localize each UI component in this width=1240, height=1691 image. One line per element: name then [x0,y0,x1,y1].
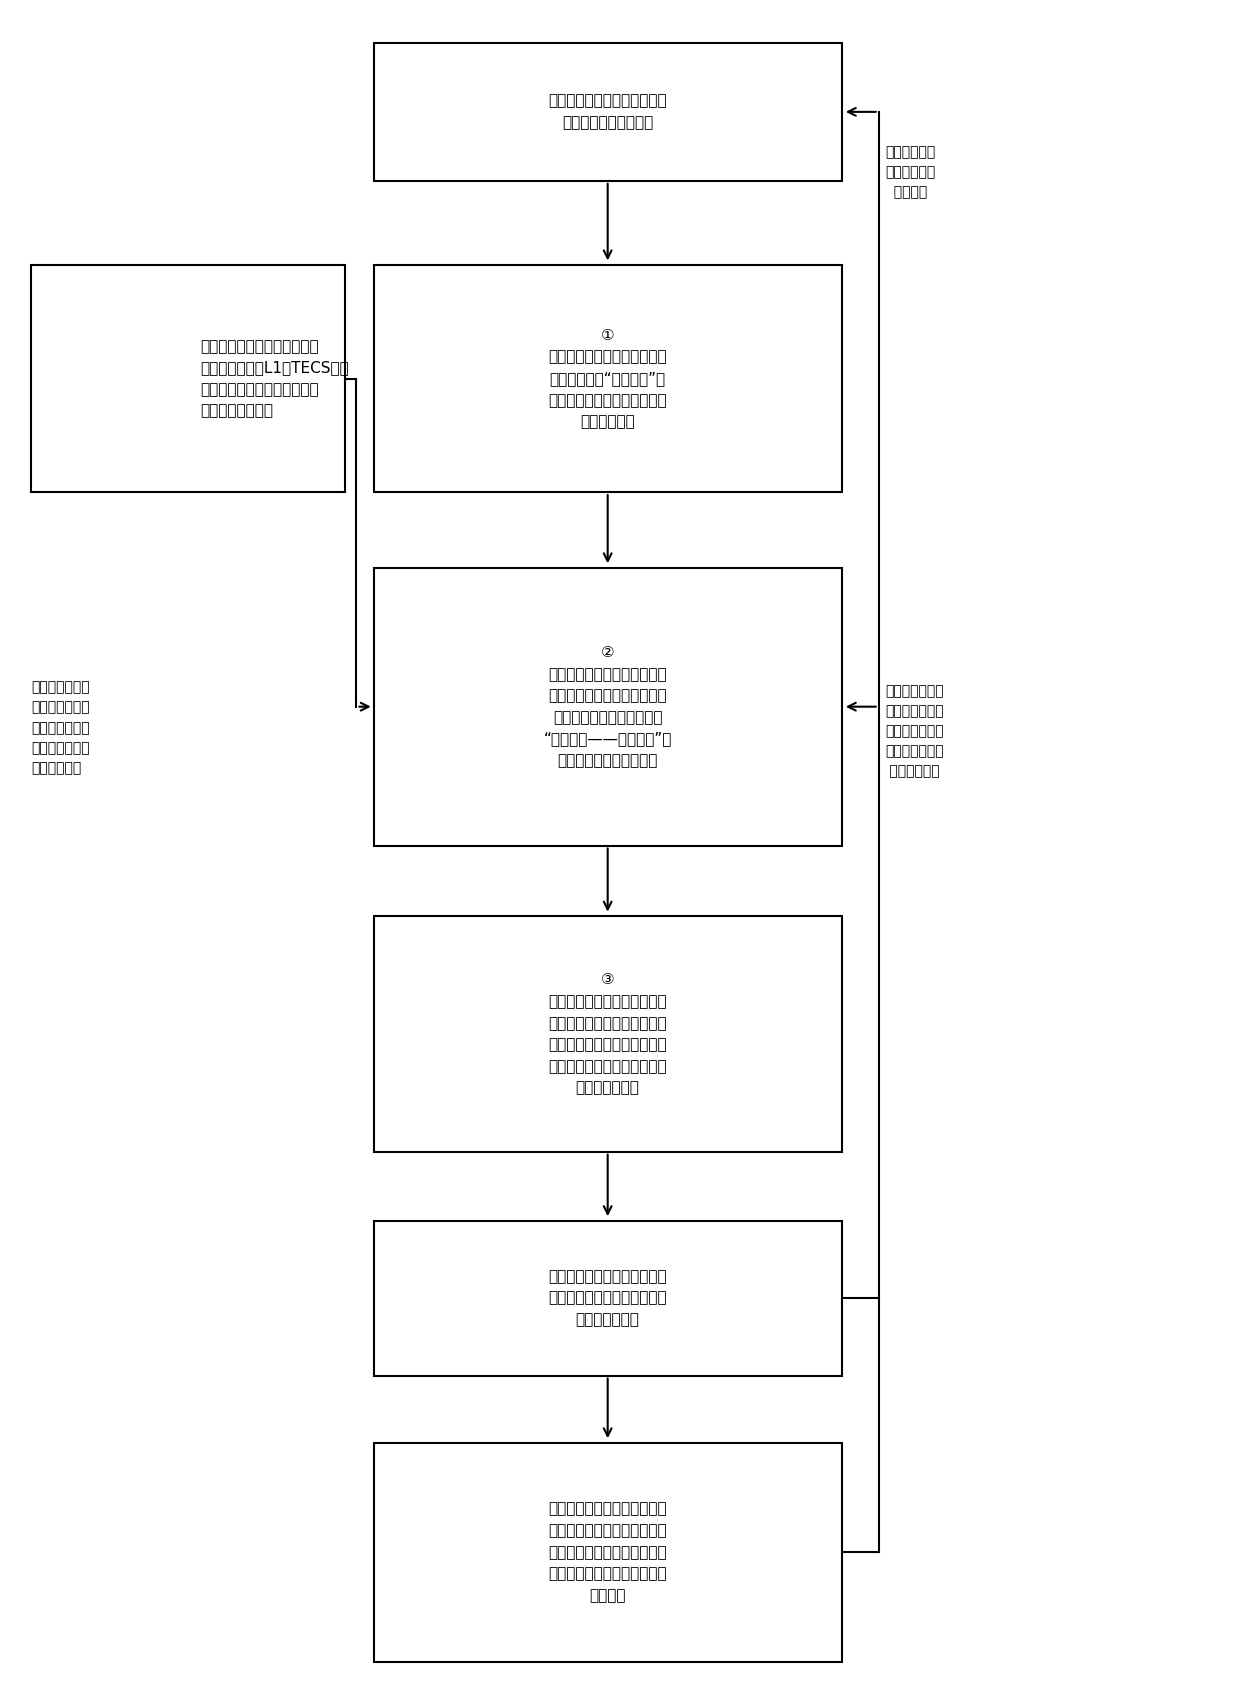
Text: 操纵飞手：操纵手自身对飞机
的期望速度和姿态要求: 操纵飞手：操纵手自身对飞机 的期望速度和姿态要求 [548,93,667,130]
Text: ②
控制律和飞控程序：飞控代码
根据得到的姿态设定值，通过
姿态控制律进行解算，得到
“全动平尾——动力差动”式
的飞机的执行机构控制量: ② 控制律和飞控程序：飞控代码 根据得到的姿态设定值，通过 姿态控制律进行解算，… [543,646,672,768]
Text: ③
全动平尾和飞机两侧动力：控
制量以电信号的方式给到飞机
两侧动力系统的电机和全动平
尾的舐机，使执行机构作动到
指定控制量处。: ③ 全动平尾和飞机两侧动力：控 制量以电信号的方式给到飞机 两侧动力系统的电机和… [548,972,667,1096]
FancyBboxPatch shape [373,265,842,492]
Text: 操纵飞手获取
飞机的位置和
  姿态信息: 操纵飞手获取 飞机的位置和 姿态信息 [885,145,935,200]
Text: 任务要求和飞控程序：由任务
或航点信息通过L1和TECS等位
置控制算法解算得到飞机的姿
态和油门设定值。: 任务要求和飞控程序：由任务 或航点信息通过L1和TECS等位 置控制算法解算得到… [201,338,350,418]
Text: 姿态控制律使用
传感器和滤波算
法解算得到的姿
态角度值和角速
 度值参与计算: 姿态控制律使用 传感器和滤波算 法解算得到的姿 态角度值和角速 度值参与计算 [885,683,944,778]
FancyBboxPatch shape [373,1221,842,1375]
Text: ①
遥控器和飞控程序：拨动遥控
器杆位，根据“稳定飞行”式
的飞行模式算法产生飞机姿态
和油门设定值: ① 遥控器和飞控程序：拨动遥控 器杆位，根据“稳定飞行”式 的飞行模式算法产生飞… [548,328,667,430]
FancyBboxPatch shape [31,265,345,492]
FancyBboxPatch shape [373,568,842,846]
Text: 传感器和飞控程序：传感器测
得飞机的速度、姿态、位置、
加速度等初始信息，并在飞控
代码中做滤波融合，增加信息
的准确性: 传感器和飞控程序：传感器测 得飞机的速度、姿态、位置、 加速度等初始信息，并在飞… [548,1502,667,1603]
FancyBboxPatch shape [373,1442,842,1662]
FancyBboxPatch shape [373,917,842,1152]
Text: 位置控制中使用
传感器和滤波算
法解算得到的飞
机位置、速度等
信息参与计算: 位置控制中使用 传感器和滤波算 法解算得到的飞 机位置、速度等 信息参与计算 [31,680,89,774]
FancyBboxPatch shape [373,42,842,181]
Text: 飞机本体：在执行机构作动的
影响下，飞机姿态、轨迹等状
态量发生改变。: 飞机本体：在执行机构作动的 影响下，飞机姿态、轨迹等状 态量发生改变。 [548,1268,667,1327]
